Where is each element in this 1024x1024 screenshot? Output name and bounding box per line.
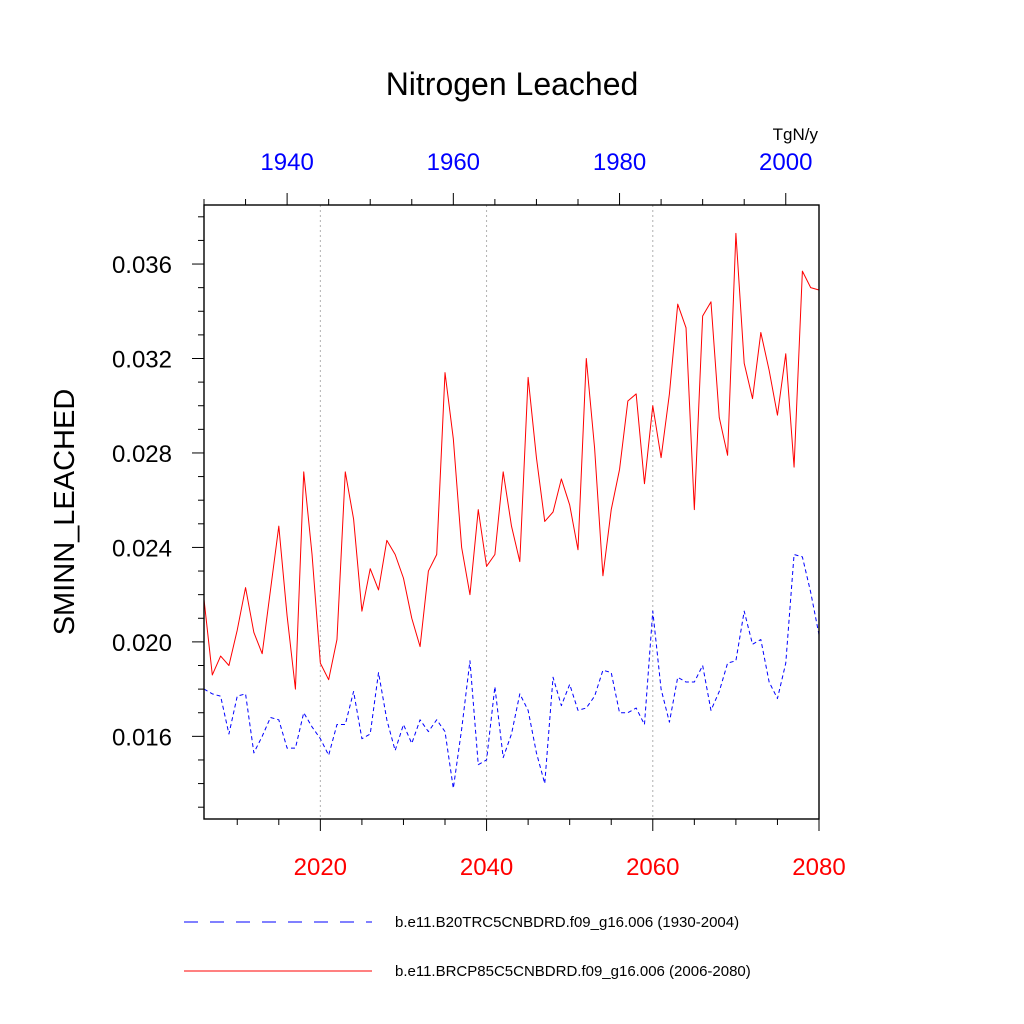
bottom-tick-label: 2020: [294, 854, 347, 881]
chart-title: Nitrogen Leached: [386, 66, 639, 102]
series-line-rcp85: [203, 232, 820, 690]
y-tick-label: 0.016: [112, 724, 172, 751]
series-lines: [203, 232, 820, 789]
series-line-historical: [203, 554, 820, 789]
top-x-axis: 1940 1960 1980 2000: [203, 149, 812, 205]
bottom-tick-label: 2060: [626, 854, 679, 881]
top-tick-label: 2000: [759, 149, 812, 176]
top-tick-label: 1980: [593, 149, 646, 176]
vertical-gridlines: [319, 205, 654, 819]
units-label: TgN/y: [773, 125, 819, 144]
plot-frame: [203, 204, 820, 820]
y-axis-label: SMINN_LEACHED: [49, 389, 81, 636]
bottom-tick-label: 2080: [792, 854, 845, 881]
legend-label-historical: b.e11.B20TRC5CNBDRD.f09_g16.006 (1930-20…: [395, 914, 739, 931]
y-tick-label: 0.036: [112, 252, 172, 279]
legend-label-rcp85: b.e11.BRCP85C5CNBDRD.f09_g16.006 (2006-2…: [395, 963, 751, 980]
y-tick-label: 0.020: [112, 630, 172, 657]
top-tick-label: 1940: [260, 149, 313, 176]
y-tick-label: 0.024: [112, 535, 172, 562]
top-tick-label: 1960: [427, 149, 480, 176]
y-tick-label: 0.028: [112, 441, 172, 468]
y-axis-ticks: 0.016 0.020 0.024 0.028 0.032 0.036: [112, 216, 204, 808]
y-tick-label: 0.032: [112, 347, 172, 374]
bottom-tick-label: 2040: [460, 854, 513, 881]
legend: b.e11.B20TRC5CNBDRD.f09_g16.006 (1930-20…: [184, 914, 751, 980]
bottom-x-axis: 2020 2040 2060 2080: [236, 819, 846, 881]
